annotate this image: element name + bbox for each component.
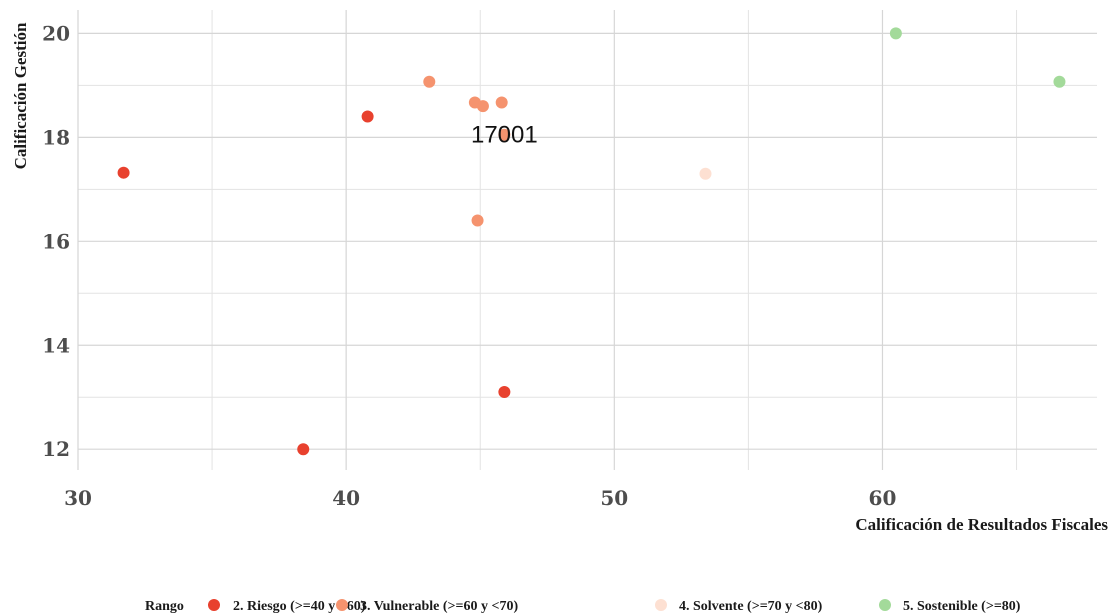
y-tick-label: 18	[42, 125, 70, 149]
point-annotation: 17001	[471, 122, 538, 149]
major-grid	[77, 10, 1097, 470]
data-point	[699, 167, 712, 180]
legend-label: 2. Riesgo (>=40 y <60)	[233, 599, 366, 613]
data-point	[297, 443, 310, 456]
data-point	[1053, 75, 1066, 88]
x-tick-label: 40	[332, 486, 360, 510]
legend-label: 4. Solvente (>=70 y <80)	[679, 599, 823, 613]
data-point	[361, 110, 374, 123]
data-point	[498, 386, 511, 399]
data-point	[471, 214, 484, 227]
data-point	[498, 128, 511, 141]
y-tick-label: 12	[42, 437, 70, 461]
x-tick-label: 50	[600, 486, 628, 510]
x-tick-labels: 30 40 50 60	[64, 486, 896, 510]
legend-title: Rango	[145, 599, 184, 613]
y-tick-label: 16	[42, 229, 70, 253]
y-tick-labels: 12 14 16 18 20	[42, 21, 70, 461]
x-axis-title: Calificación de Resultados Fiscales	[855, 515, 1108, 534]
legend: Rango 2. Riesgo (>=40 y <60)3. Vulnerabl…	[145, 599, 1021, 613]
data-point	[889, 27, 902, 40]
x-tick-label: 60	[869, 486, 897, 510]
legend-label: 5. Sostenible (>=80)	[903, 599, 1021, 613]
data-points	[117, 27, 1066, 456]
data-point	[423, 75, 436, 88]
legend-marker	[336, 599, 348, 611]
data-point	[117, 166, 130, 179]
annotations: 17001	[471, 122, 538, 149]
data-point	[476, 100, 489, 113]
y-tick-label: 20	[42, 21, 70, 45]
legend-marker	[655, 599, 667, 611]
y-tick-label: 14	[42, 333, 70, 357]
legend-marker	[879, 599, 891, 611]
y-axis-title: Calificación Gestión	[11, 22, 30, 169]
x-tick-label: 30	[64, 486, 92, 510]
minor-grid	[78, 10, 1097, 470]
legend-marker	[208, 599, 220, 611]
data-point	[495, 96, 508, 109]
legend-label: 3. Vulnerable (>=60 y <70)	[360, 599, 518, 613]
